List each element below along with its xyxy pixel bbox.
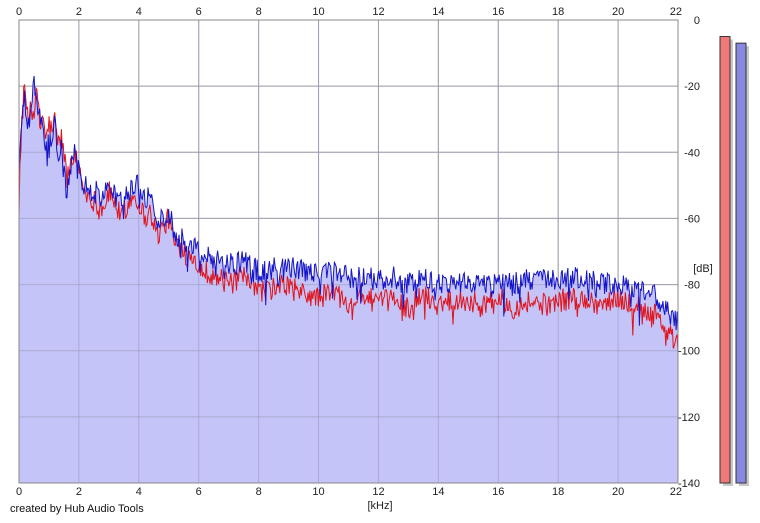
x-tick-label-top: 2 [76,6,82,18]
y-tick-label: -100 [678,346,700,358]
x-tick-label-top: 22 [670,6,682,18]
y-tick-label: -20 [684,81,700,93]
x-tick-label-bottom: 10 [312,486,324,498]
series-line-red [18,84,679,354]
x-tick-label-bottom: 20 [612,486,624,498]
x-tick-label-bottom: 12 [372,486,384,498]
x-tick-label-top: 10 [312,6,324,18]
x-tick-label-top: 4 [136,6,142,18]
plot-frame [18,19,679,484]
x-tick-label-bottom: 14 [432,486,444,498]
credit-text: created by Hub Audio Tools [10,503,144,515]
x-tick-label-top: 6 [196,6,202,18]
x-tick-label-bottom: 8 [256,486,262,498]
x-tick-label-top: 8 [256,6,262,18]
x-tick-label-top: 12 [372,6,384,18]
axis-layer: 002244668810101212141416161818202022220-… [16,6,700,498]
x-tick-label-bottom: 0 [16,486,22,498]
x-tick-label-bottom: 18 [552,486,564,498]
level-meter-right [735,42,747,484]
y-tick-label: -60 [684,213,700,225]
x-axis-label: [kHz] [367,500,392,512]
x-tick-label-bottom: 4 [136,486,142,498]
level-meter-left [719,36,731,484]
spectrum-fill [19,76,678,483]
series-layer [18,75,679,354]
x-tick-label-top: 16 [492,6,504,18]
x-tick-label-bottom: 16 [492,486,504,498]
level-meters [719,36,749,487]
x-tick-label-bottom: 6 [196,486,202,498]
y-tick-label: 0 [694,15,700,27]
x-tick-label-bottom: 22 [670,486,682,498]
x-tick-label-top: 0 [16,6,22,18]
x-tick-label-bottom: 2 [76,486,82,498]
series-line-blue [18,75,679,332]
x-tick-label-top: 18 [552,6,564,18]
y-tick-label: -80 [684,280,700,292]
x-tick-label-top: 20 [612,6,624,18]
x-tick-label-top: 14 [432,6,444,18]
y-tick-label: -40 [684,147,700,159]
y-tick-label: -120 [678,412,700,424]
y-tick-label: -140 [678,478,700,490]
y-axis-label: [dB] [693,263,713,275]
